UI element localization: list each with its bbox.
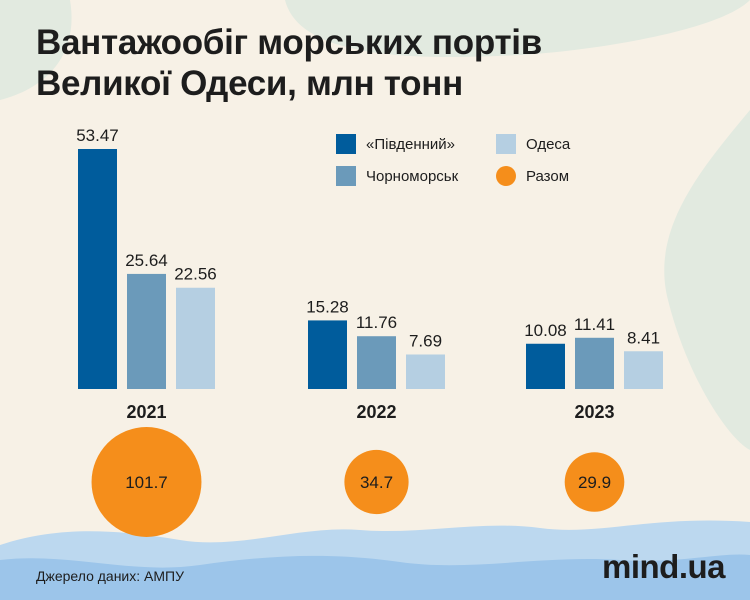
category-label-2021: 2021 (126, 402, 166, 422)
bar-odesa-2022 (406, 354, 445, 389)
decor-blob-right (664, 110, 750, 450)
total-label-2021: 101.7 (125, 473, 168, 492)
legend-item-odesa: Одеса (496, 134, 570, 154)
total-circle-2023 (564, 452, 625, 512)
legend-label-odesa: Одеса (526, 135, 571, 153)
legend-dot-total (496, 166, 516, 186)
legend-item-pivdennyi: «Південний» (336, 134, 455, 154)
data-label-pivdennyi-2022: 15.28 (306, 297, 349, 316)
legend-label-pivdennyi: «Південний» (366, 135, 456, 153)
data-label-chornomorsk-2021: 25.64 (125, 251, 168, 270)
legend-item-chornomorsk: Чорноморськ (336, 166, 458, 186)
legend-swatch-pivdennyi (336, 134, 356, 154)
legend-swatch-chornomorsk (336, 166, 356, 186)
chart-title-line-2: Великої Одеси, млн тонн (36, 64, 463, 103)
bar-pivdennyi-2023 (526, 343, 565, 389)
bar-odesa-2021 (176, 287, 215, 389)
legend-item-total: Разом (496, 166, 569, 186)
bar-odesa-2023 (624, 351, 663, 389)
decor-blob-left (0, 0, 72, 100)
data-label-chornomorsk-2022: 11.76 (356, 313, 397, 332)
water-wave-front (0, 554, 750, 600)
data-label-odesa-2023: 8.41 (627, 328, 660, 347)
legend-swatch-odesa (496, 134, 516, 154)
data-label-chornomorsk-2023: 11.41 (574, 315, 615, 334)
total-circle-2022 (344, 449, 409, 515)
data-label-pivdennyi-2021: 53.47 (76, 126, 119, 145)
data-label-pivdennyi-2023: 10.08 (524, 321, 567, 340)
data-label-odesa-2021: 22.56 (174, 265, 217, 284)
decor-blob-top (285, 0, 750, 57)
bar-chornomorsk-2021 (127, 273, 166, 389)
bar-pivdennyi-2021 (78, 149, 117, 389)
category-label-2023: 2023 (574, 402, 614, 422)
bar-chornomorsk-2022 (357, 336, 396, 389)
total-circle-2021 (91, 427, 202, 537)
brand-logo: mind.ua (602, 548, 726, 585)
legend-label-total: Разом (526, 167, 570, 185)
data-label-odesa-2022: 7.69 (409, 331, 442, 350)
total-label-2023: 29.9 (578, 473, 611, 492)
legend-label-chornomorsk: Чорноморськ (366, 167, 459, 185)
chart-title-line-1: Вантажообіг морських портів (36, 23, 542, 62)
source-note: Джерело даних: АМПУ (36, 568, 184, 584)
bar-pivdennyi-2022 (308, 320, 347, 389)
bar-chornomorsk-2023 (575, 337, 614, 389)
legend: «Південний» Одеса Чорноморськ Разом (336, 134, 636, 194)
category-label-2022: 2022 (356, 402, 396, 422)
chart-title: Вантажообіг морських портів Великої Одес… (36, 22, 636, 104)
total-label-2022: 34.7 (360, 473, 393, 492)
